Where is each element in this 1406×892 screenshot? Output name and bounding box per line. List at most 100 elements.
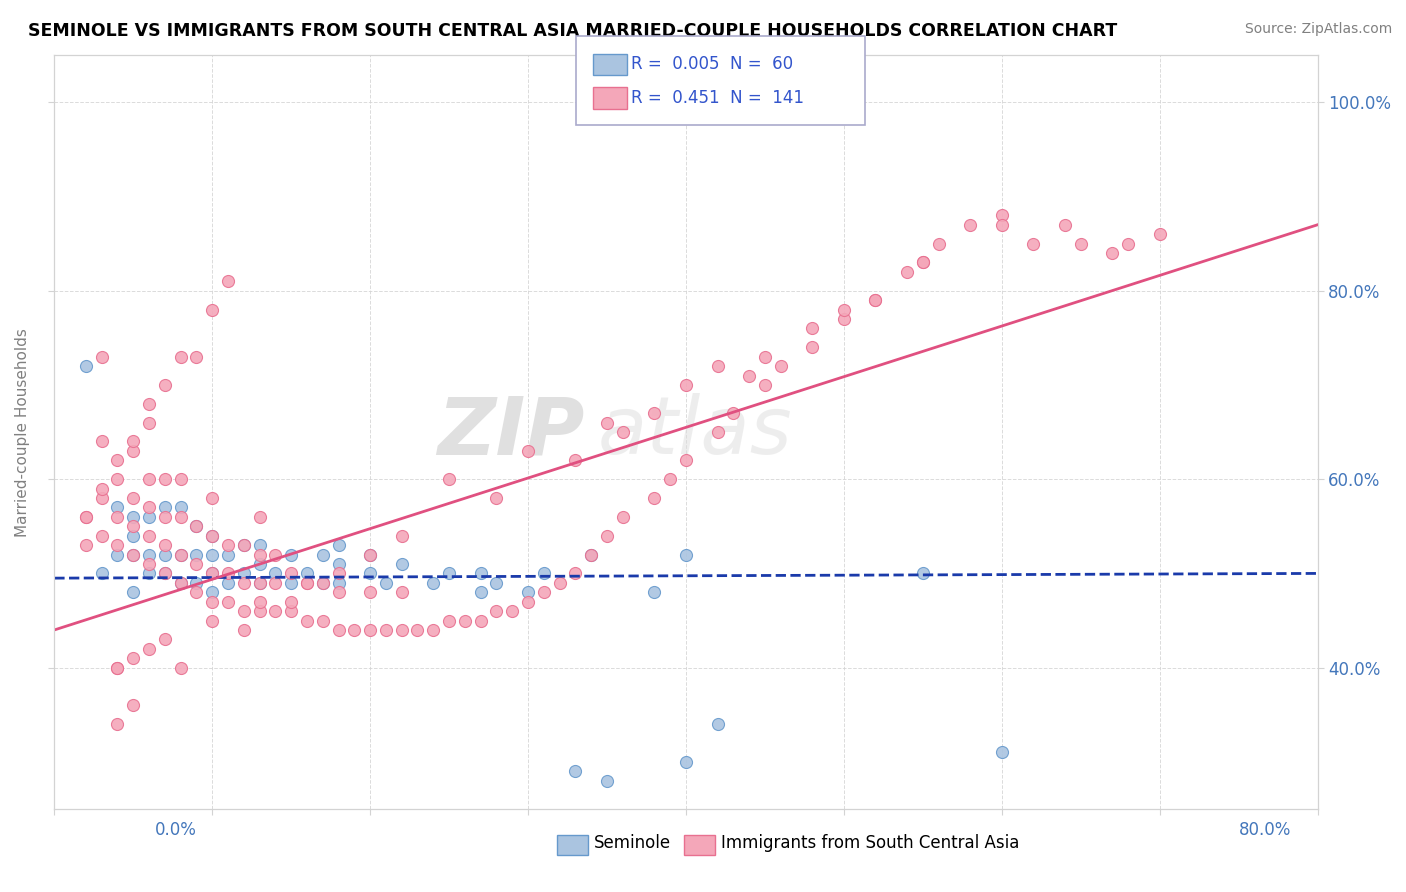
Point xyxy=(548,575,571,590)
Point xyxy=(138,529,160,543)
Point xyxy=(328,575,350,590)
Point xyxy=(312,614,335,628)
Point xyxy=(107,660,129,674)
Point xyxy=(675,755,697,769)
Point xyxy=(153,538,176,552)
Point xyxy=(564,453,586,467)
Point xyxy=(90,491,112,505)
Point xyxy=(675,378,697,392)
Point xyxy=(249,557,271,571)
Point xyxy=(264,548,287,562)
Point xyxy=(169,575,191,590)
Text: SEMINOLE VS IMMIGRANTS FROM SOUTH CENTRAL ASIA MARRIED-COUPLE HOUSEHOLDS CORRELA: SEMINOLE VS IMMIGRANTS FROM SOUTH CENTRA… xyxy=(28,22,1118,40)
Point xyxy=(201,491,224,505)
Point xyxy=(107,500,129,515)
Point xyxy=(406,623,429,637)
Point xyxy=(391,529,413,543)
Point xyxy=(75,359,97,373)
Point xyxy=(138,548,160,562)
Point xyxy=(659,472,682,486)
Point xyxy=(201,595,224,609)
Point xyxy=(217,566,239,581)
Point xyxy=(122,529,145,543)
Point xyxy=(107,660,129,674)
Point xyxy=(328,538,350,552)
Point xyxy=(911,566,934,581)
Point xyxy=(706,359,728,373)
Point xyxy=(911,255,934,269)
Point xyxy=(107,548,129,562)
Point xyxy=(169,660,191,674)
Point xyxy=(1149,227,1171,242)
Point xyxy=(990,746,1012,760)
Point xyxy=(186,585,208,599)
Point xyxy=(249,548,271,562)
Text: Immigrants from South Central Asia: Immigrants from South Central Asia xyxy=(720,834,1019,852)
Point xyxy=(169,350,191,364)
Point xyxy=(122,519,145,533)
Point xyxy=(153,566,176,581)
Point xyxy=(832,312,855,326)
Point xyxy=(470,566,492,581)
Point xyxy=(280,566,302,581)
Point xyxy=(153,509,176,524)
Point xyxy=(612,509,634,524)
Point xyxy=(533,585,555,599)
Point xyxy=(801,340,824,354)
Point xyxy=(328,623,350,637)
Point xyxy=(217,575,239,590)
Point xyxy=(138,641,160,656)
Point xyxy=(153,500,176,515)
Point xyxy=(990,208,1012,222)
Point xyxy=(280,575,302,590)
Point xyxy=(153,632,176,647)
Point xyxy=(470,614,492,628)
Point xyxy=(169,548,191,562)
Point xyxy=(169,500,191,515)
Point xyxy=(295,575,318,590)
Point xyxy=(249,575,271,590)
Point xyxy=(217,274,239,288)
Point xyxy=(1101,246,1123,260)
Point xyxy=(738,368,761,383)
Point xyxy=(928,236,950,251)
Point xyxy=(232,604,254,618)
Point xyxy=(280,595,302,609)
Point xyxy=(90,434,112,449)
Point xyxy=(706,425,728,439)
Point xyxy=(232,538,254,552)
Point xyxy=(186,548,208,562)
Point xyxy=(579,548,602,562)
Point xyxy=(122,585,145,599)
Point xyxy=(485,604,508,618)
Point xyxy=(391,557,413,571)
Point xyxy=(280,604,302,618)
Point xyxy=(107,538,129,552)
Point xyxy=(186,350,208,364)
Point xyxy=(312,575,335,590)
Point xyxy=(754,350,776,364)
Point xyxy=(169,575,191,590)
Point xyxy=(169,472,191,486)
Point xyxy=(90,482,112,496)
Point xyxy=(675,453,697,467)
Point xyxy=(138,566,160,581)
Point xyxy=(422,575,444,590)
Point xyxy=(295,566,318,581)
Text: Source: ZipAtlas.com: Source: ZipAtlas.com xyxy=(1244,22,1392,37)
Text: 80.0%: 80.0% xyxy=(1239,821,1292,838)
Point xyxy=(122,548,145,562)
Point xyxy=(138,509,160,524)
Point xyxy=(359,623,381,637)
Point xyxy=(422,623,444,637)
Point xyxy=(564,764,586,779)
Point xyxy=(675,548,697,562)
Point xyxy=(517,595,540,609)
Point xyxy=(328,585,350,599)
Point xyxy=(517,444,540,458)
Point xyxy=(122,548,145,562)
Point xyxy=(232,538,254,552)
Point xyxy=(264,575,287,590)
Point xyxy=(896,265,918,279)
Y-axis label: Married-couple Households: Married-couple Households xyxy=(15,327,30,536)
